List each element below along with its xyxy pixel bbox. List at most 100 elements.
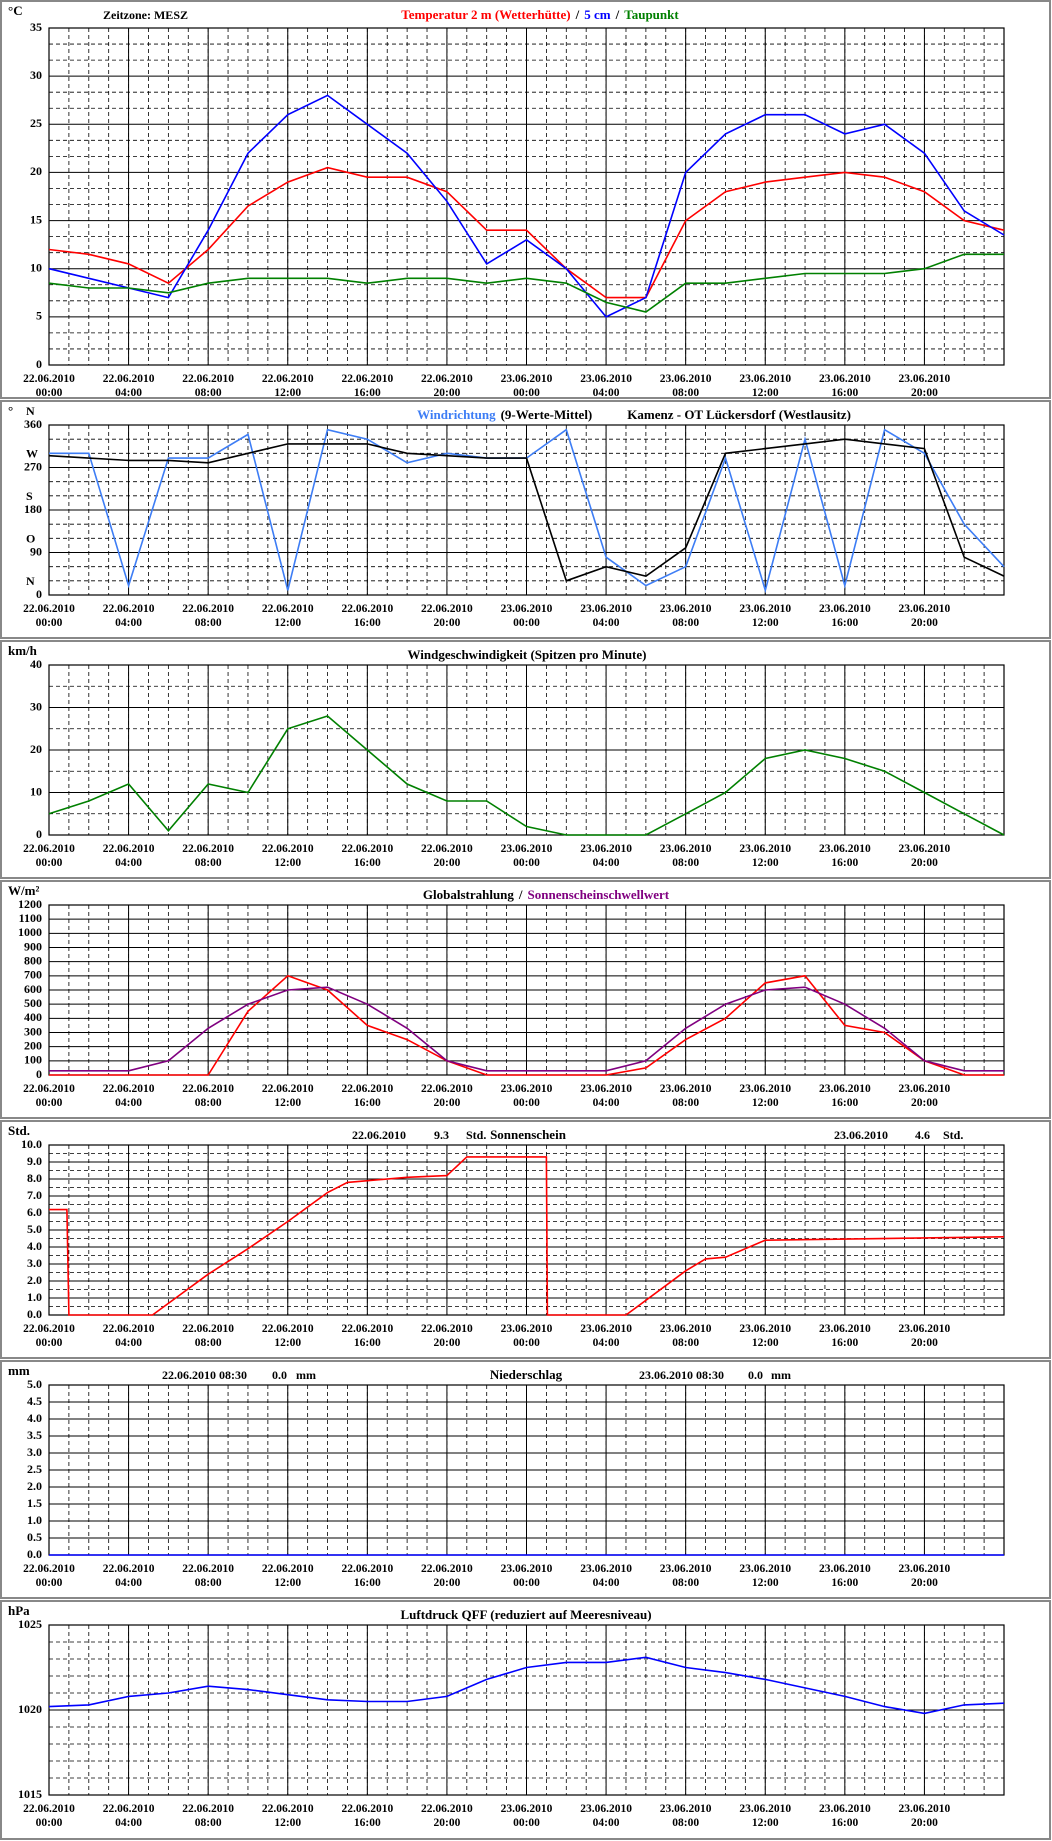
y-tick-label: 4.5	[27, 1394, 42, 1408]
x-tick-label: 22.06.2010 08:00	[182, 1083, 235, 1109]
y-tick-label: 20	[30, 164, 42, 178]
y-tick-label: 1100	[19, 911, 42, 925]
y-tick-label: 0	[36, 1067, 42, 1081]
x-tick-label: 22.06.2010 00:00	[23, 843, 75, 869]
y-tick-label: 25	[30, 116, 42, 130]
x-tick-label: 23.06.2010 12:00	[739, 373, 792, 399]
x-tick-label: 22.06.2010 20:00	[421, 373, 473, 399]
y-tick-label: 10.0	[21, 1137, 42, 1151]
x-tick-label: 23.06.2010 20:00	[898, 603, 951, 629]
x-tick-label: 23.06.2010 16:00	[818, 1323, 871, 1349]
legend-separator: /	[615, 7, 620, 22]
x-tick-label: 23.06.2010 16:00	[818, 373, 871, 399]
x-tick-label: 22.06.2010 08:00	[182, 373, 235, 399]
x-tick-label: 22.06.2010 16:00	[341, 1563, 394, 1589]
chart-title: Luftdruck QFF (reduziert auf Meeresnivea…	[400, 1607, 652, 1622]
x-tick-label: 22.06.2010 12:00	[261, 603, 314, 629]
series-line	[48, 1656, 1005, 1715]
annotation: 22.06.2010	[352, 1128, 406, 1142]
y-tick-label: 300	[24, 1024, 42, 1038]
y-tick-label: 1015	[18, 1787, 42, 1801]
x-tick-label: 23.06.2010 12:00	[739, 1563, 792, 1589]
panel: 0 10 20 30 40	[0, 640, 1051, 879]
x-tick-label: 22.06.2010 04:00	[102, 1083, 155, 1109]
x-tick-label: 22.06.2010 00:00	[23, 1803, 75, 1829]
y-axis-label: W/m²	[8, 883, 40, 898]
plot-frame	[48, 664, 1005, 836]
y-tick-label: 600	[24, 982, 42, 996]
y-axis-label: km/h	[8, 643, 37, 658]
y-tick-label: 800	[24, 953, 42, 967]
x-tick-label: 22.06.2010 20:00	[421, 1803, 473, 1829]
panel: 0.0 1.0 2.0 3.0 4.0 5.0 6.0 7.0 8.0 9.0 10.0	[0, 1120, 1051, 1359]
panel-frame	[0, 0, 1051, 399]
panel-frame	[0, 880, 1051, 1119]
x-tick-label: 22.06.2010 16:00	[341, 1323, 394, 1349]
x-tick-label: 23.06.2010 04:00	[580, 373, 632, 399]
x-tick-label: 22.06.2010 16:00	[341, 373, 394, 399]
x-tick-label: 22.06.2010 00:00	[23, 1083, 75, 1109]
x-tick-label: 22.06.2010 12:00	[261, 373, 314, 399]
header: Globalstrahlung / Sonnenscheinschwellwert	[423, 887, 669, 903]
x-tick-label: 22.06.2010 00:00	[23, 373, 75, 399]
y-tick-label: 40	[30, 657, 42, 671]
x-tick-label: 23.06.2010 08:00	[659, 1083, 712, 1109]
legend-entry: 5 cm	[584, 7, 611, 22]
x-tick-label: 23.06.2010 00:00	[500, 1803, 553, 1829]
x-tick-label: 22.06.2010 20:00	[421, 603, 473, 629]
x-tick-label: 22.06.2010 16:00	[341, 843, 394, 869]
x-tick-label: 23.06.2010 16:00	[818, 1563, 871, 1589]
direction-label: S	[26, 489, 33, 503]
x-tick-label: 22.06.2010 12:00	[261, 843, 314, 869]
x-tick-label: 22.06.2010 04:00	[102, 1803, 155, 1829]
y-tick-label: 200	[24, 1038, 42, 1052]
y-tick-label: 3.0	[27, 1445, 42, 1459]
x-tick-label: 23.06.2010 16:00	[818, 1803, 871, 1829]
series-line	[48, 715, 1005, 836]
y-axis-label: Std.	[8, 1123, 31, 1138]
legend-entry: Sonnenscheinschwellwert	[527, 887, 670, 902]
chart-title: Sonnenschein	[490, 1127, 566, 1142]
annotation: mm	[771, 1368, 791, 1382]
header: Niederschlag	[490, 1367, 562, 1383]
header: Windgeschwindigkeit (Spitzen pro Minute)	[408, 647, 647, 663]
x-tick-label: 23.06.2010 00:00	[500, 1323, 553, 1349]
y-tick-label: 100	[24, 1053, 42, 1067]
x-tick-label: 22.06.2010 16:00	[341, 1083, 394, 1109]
x-tick-label: 23.06.2010 12:00	[739, 843, 792, 869]
annotation: Zeitzone: MESZ	[103, 8, 188, 22]
x-tick-label: 22.06.2010 16:00	[341, 603, 394, 629]
y-tick-label: 9.0	[27, 1154, 42, 1168]
y-tick-label: 5	[36, 309, 42, 323]
y-tick-label: 30	[30, 68, 42, 82]
y-tick-label: 35	[30, 20, 42, 34]
y-tick-label: 1000	[18, 925, 42, 939]
annotation: 22.06.2010 08:30	[162, 1368, 247, 1382]
y-tick-label: 2.0	[27, 1479, 42, 1493]
y-tick-label: 2.5	[27, 1462, 42, 1476]
y-tick-label: 4.0	[27, 1239, 42, 1253]
x-tick-label: 23.06.2010 20:00	[898, 1803, 951, 1829]
x-tick-label: 22.06.2010 04:00	[102, 603, 155, 629]
y-tick-label: 7.0	[27, 1188, 42, 1202]
x-tick-label: 23.06.2010 16:00	[818, 843, 871, 869]
x-tick-label: 22.06.2010 00:00	[23, 603, 75, 629]
y-tick-label: 5.0	[27, 1377, 42, 1391]
x-tick-label: 22.06.2010 20:00	[421, 1083, 473, 1109]
y-tick-label: 10	[30, 260, 42, 274]
x-tick-label: 23.06.2010 12:00	[739, 1083, 792, 1109]
header: Luftdruck QFF (reduziert auf Meeresnivea…	[400, 1607, 651, 1623]
x-tick-label: 23.06.2010 12:00	[739, 1803, 792, 1829]
y-tick-label: 3.5	[27, 1428, 42, 1442]
x-tick-label: 23.06.2010 04:00	[580, 1083, 632, 1109]
direction-label: O	[26, 531, 35, 545]
header: Sonnenschein	[490, 1127, 566, 1143]
y-tick-label: 0	[36, 827, 42, 841]
y-tick-label: 400	[24, 1010, 42, 1024]
x-tick-label: 22.06.2010 04:00	[102, 373, 155, 399]
header: Windrichtung (9-Werte-Mittel) Kamenz - OT …	[417, 407, 851, 423]
x-tick-label: 23.06.2010 04:00	[580, 1323, 632, 1349]
x-tick-label: 22.06.2010 08:00	[182, 1803, 235, 1829]
